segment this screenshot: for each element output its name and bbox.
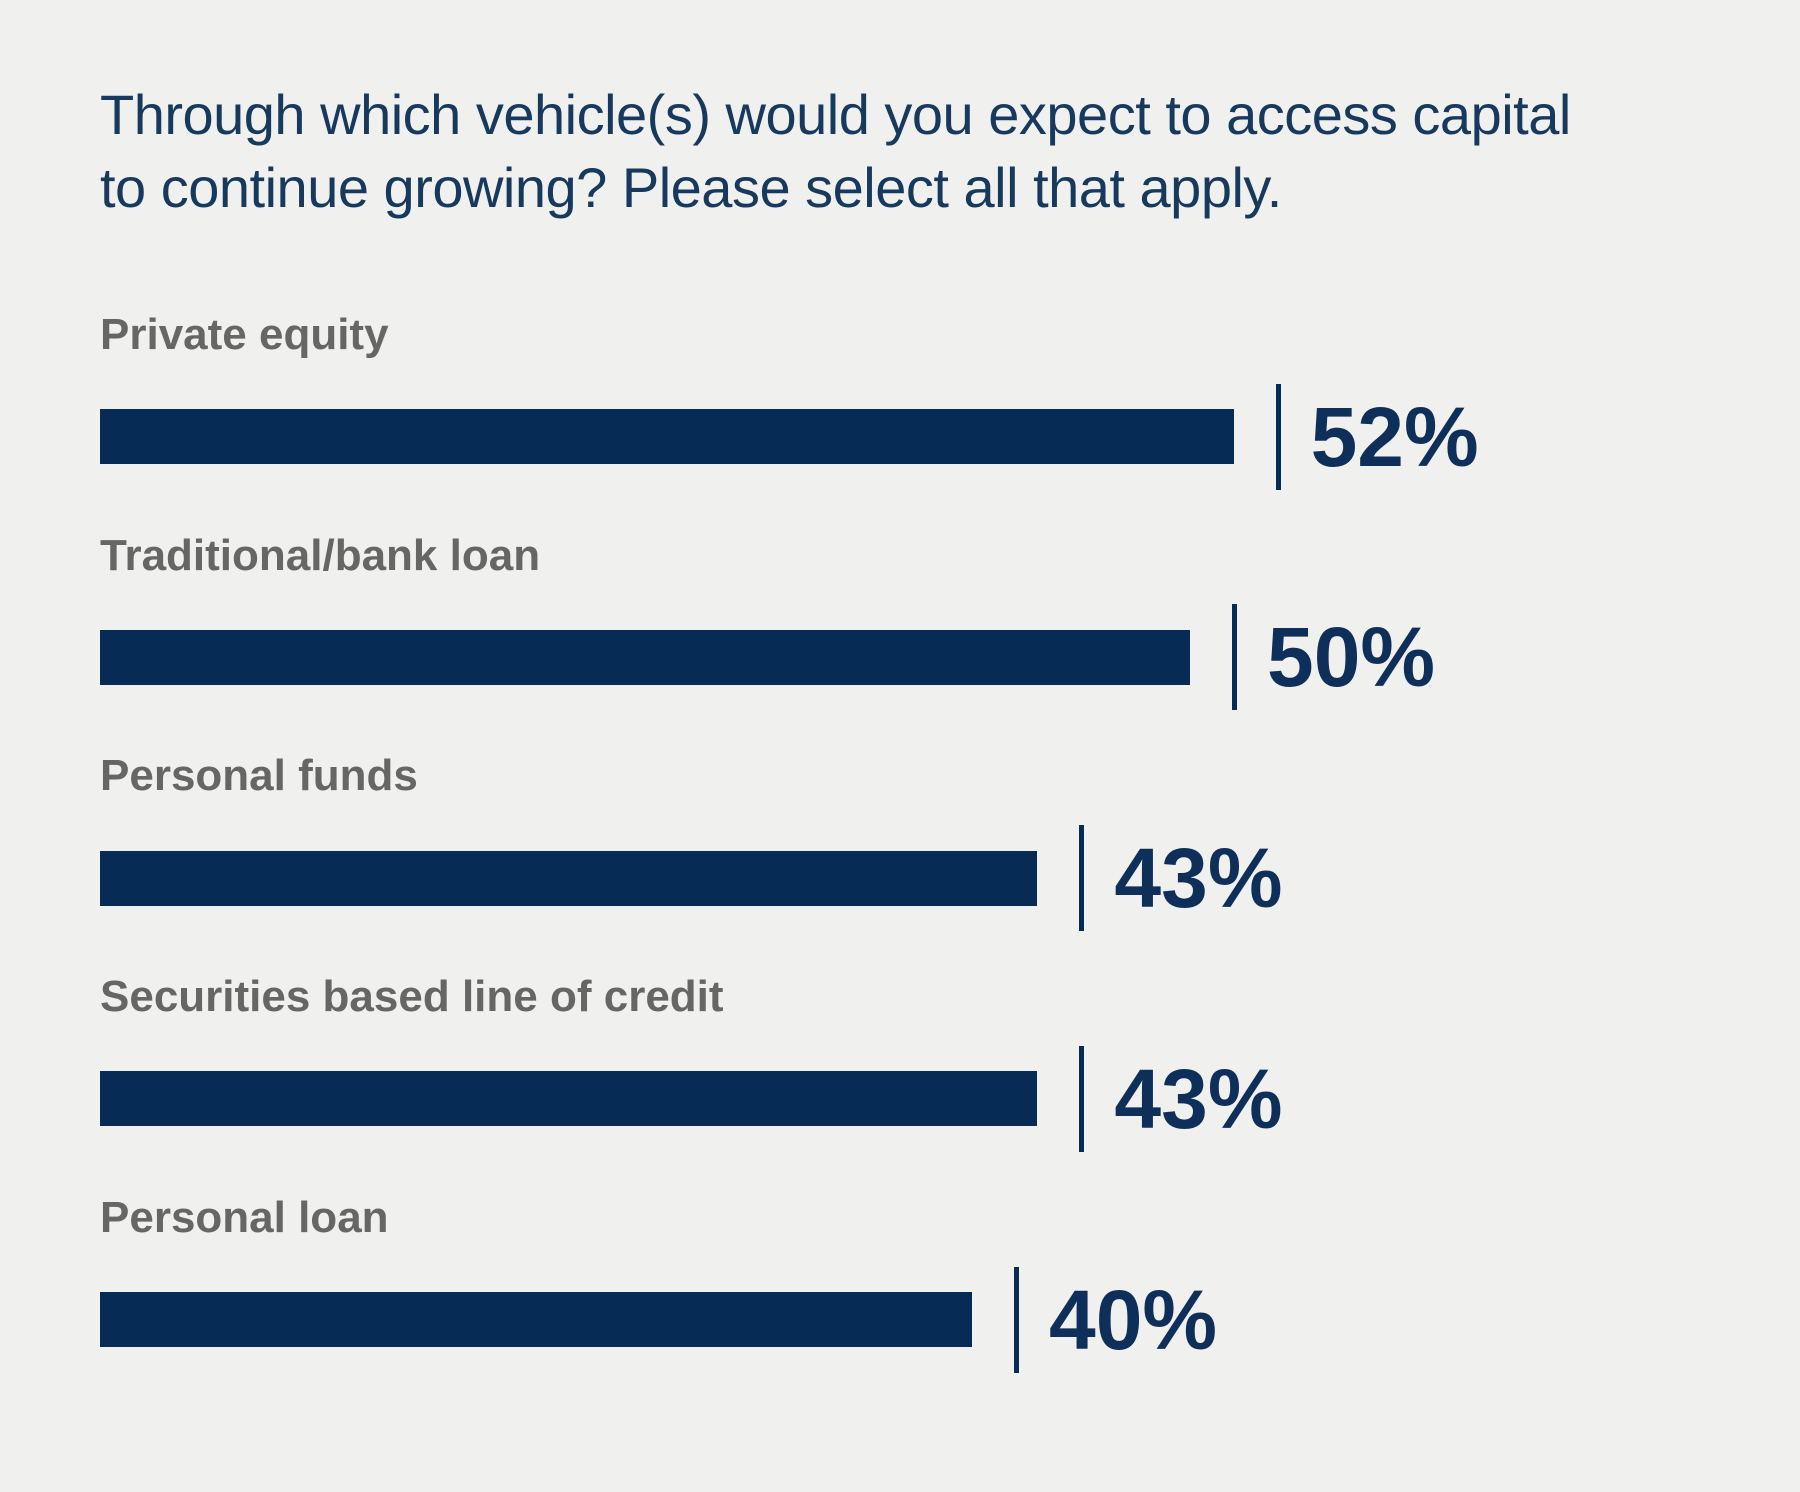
tick-mark: [1014, 1266, 1019, 1373]
chart-row: Traditional/bank loan 50%: [100, 530, 1700, 711]
category-label: Personal funds: [100, 751, 418, 801]
tick-mark: [1232, 604, 1237, 711]
chart-title: Through which vehicle(s) would you expec…: [100, 78, 1700, 225]
bar: [100, 1292, 972, 1348]
category-label: Traditional/bank loan: [100, 530, 541, 580]
chart-title-line-1: Through which vehicle(s) would you expec…: [100, 83, 1571, 146]
bar-line: 52%: [100, 383, 1700, 490]
chart-row: Personal loan 40%: [100, 1192, 1700, 1373]
category-label: Personal loan: [100, 1192, 389, 1242]
bar: [100, 1071, 1038, 1127]
value-label: 43%: [1114, 831, 1283, 926]
bar-line: 43%: [100, 825, 1700, 932]
bar-line: 50%: [100, 604, 1700, 711]
category-label: Securities based line of credit: [100, 972, 724, 1022]
bar-line: 40%: [100, 1266, 1700, 1373]
category-label: Private equity: [100, 309, 389, 359]
bar: [100, 629, 1190, 685]
value-label: 50%: [1267, 610, 1436, 705]
chart-row: Securities based line of credit 43%: [100, 971, 1700, 1152]
bar: [100, 850, 1038, 906]
chart-title-line-2: to continue growing? Please select all t…: [100, 156, 1282, 220]
bar: [100, 409, 1234, 465]
chart-row: Private equity 52%: [100, 309, 1700, 490]
bar-line: 43%: [100, 1045, 1700, 1152]
tick-mark: [1079, 1045, 1085, 1152]
value-label: 43%: [1114, 1051, 1283, 1146]
tick-mark: [1079, 825, 1085, 932]
tick-mark: [1275, 383, 1281, 490]
chart-row: Personal funds 43%: [100, 750, 1700, 932]
value-label: 40%: [1049, 1272, 1218, 1367]
bar-chart: Private equity 52% Traditional/bank loan…: [100, 309, 1700, 1373]
value-label: 52%: [1310, 389, 1479, 484]
